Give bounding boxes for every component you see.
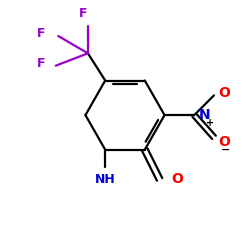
Text: −: − (220, 145, 230, 155)
Text: F: F (79, 7, 87, 20)
Text: NH: NH (95, 173, 116, 186)
Text: +: + (206, 118, 214, 128)
Text: O: O (218, 135, 230, 149)
Text: O: O (171, 172, 183, 186)
Text: F: F (37, 57, 45, 70)
Text: F: F (37, 27, 45, 40)
Text: O: O (218, 86, 230, 100)
Text: N: N (198, 108, 210, 122)
